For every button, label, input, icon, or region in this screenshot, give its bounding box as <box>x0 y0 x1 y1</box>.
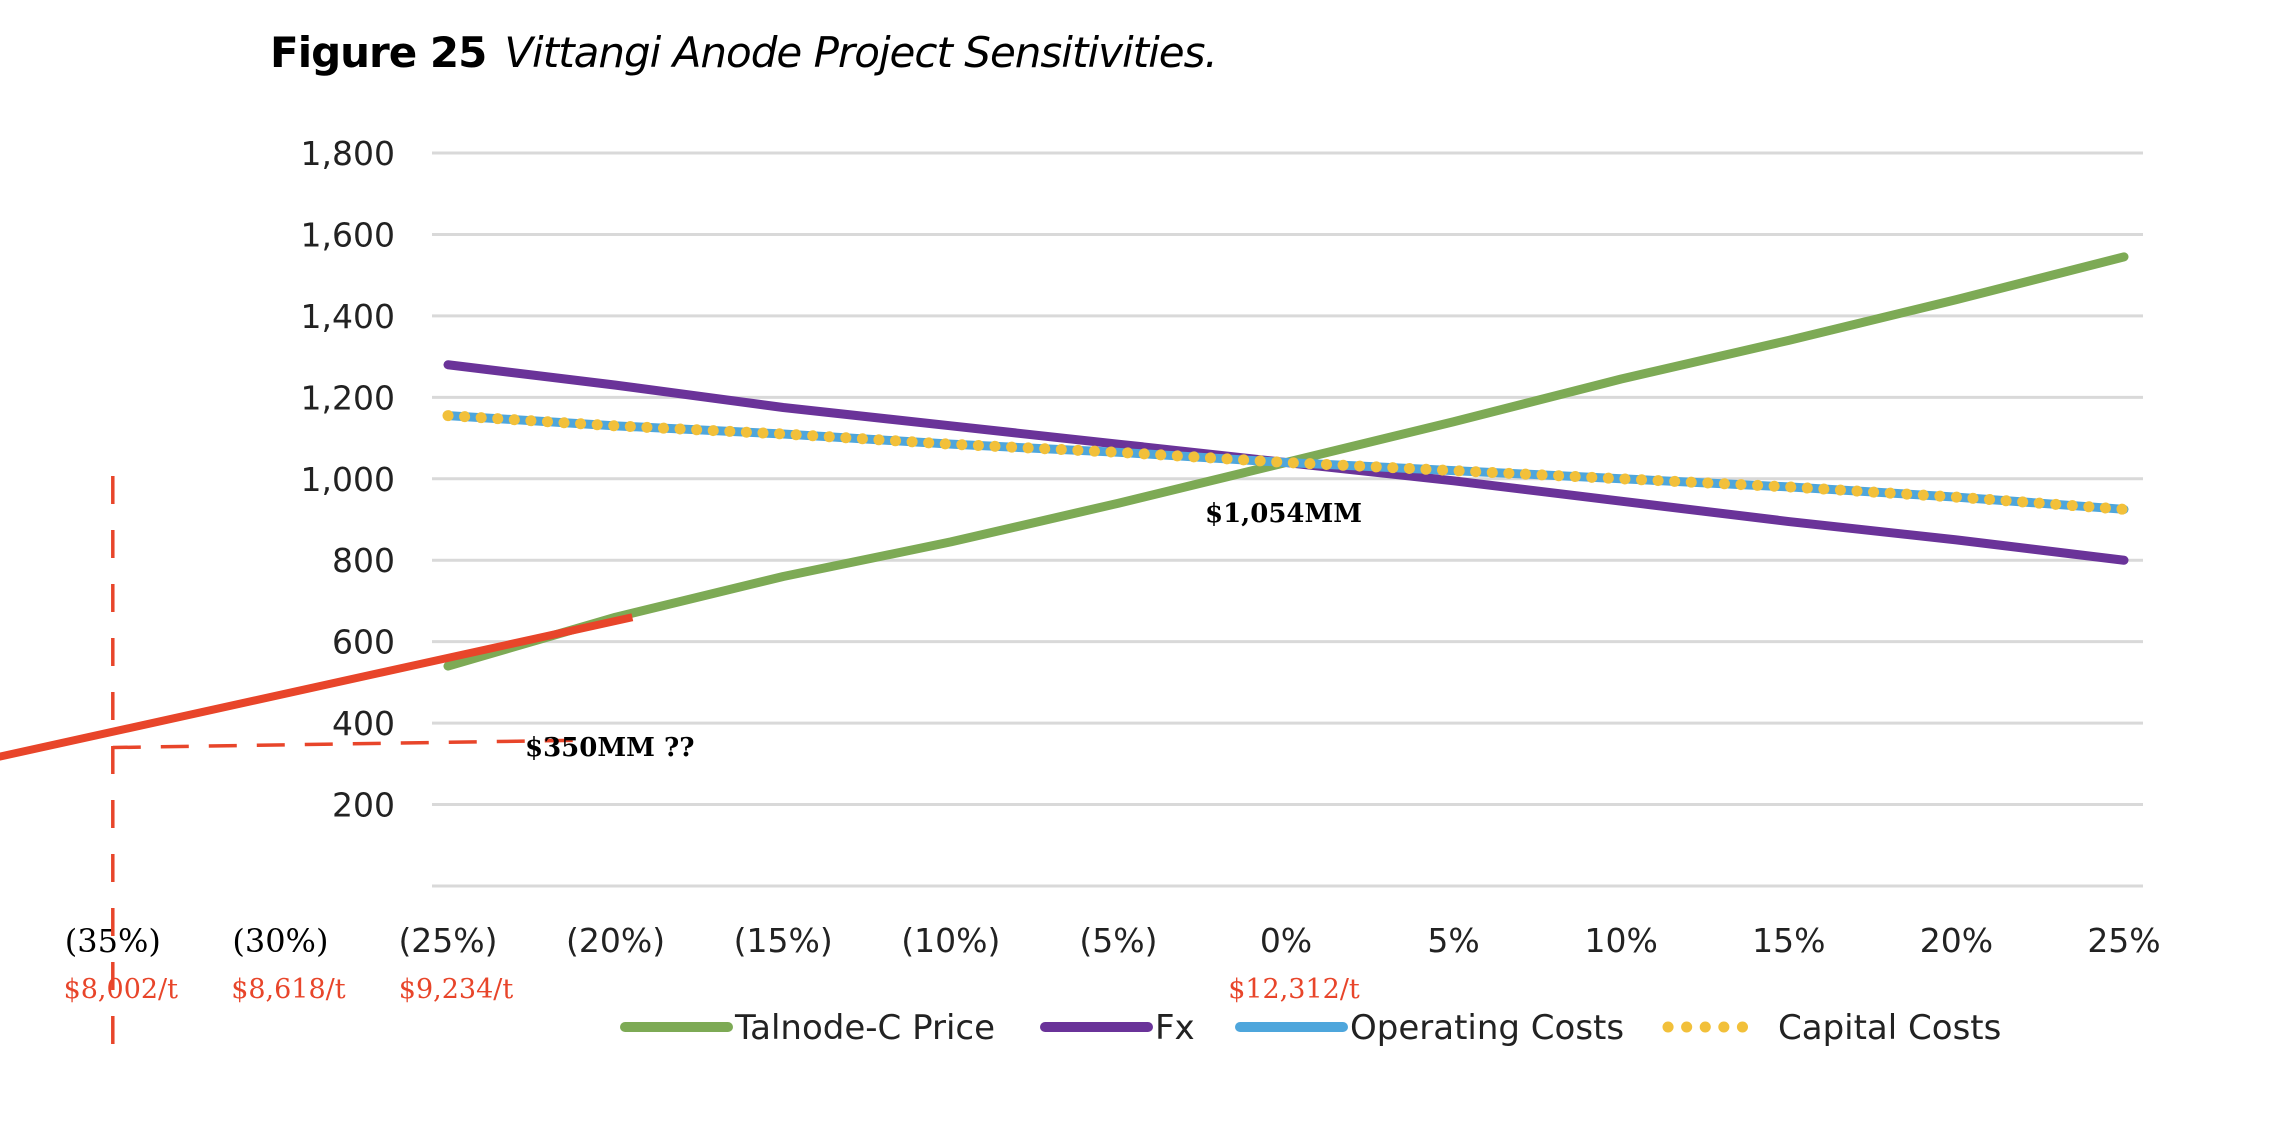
legend-label: Talnode-C Price <box>734 1008 995 1048</box>
x-tick-label: 0% <box>1260 921 1312 960</box>
legend-label: Operating Costs <box>1350 1008 1624 1048</box>
price-label: $9,234/t <box>399 974 514 1005</box>
x-tick-label: 5% <box>1427 921 1479 960</box>
price-label: $8,618/t <box>231 974 346 1005</box>
x-tick-label: (5%) <box>1079 921 1157 960</box>
figure-caption: Vittangi Anode Project Sensitivities. <box>504 28 1218 77</box>
figure-number: Figure 25 <box>270 28 487 77</box>
base-case-npv-label: $1,054MM <box>1205 499 1362 529</box>
x-tick-label: 20% <box>1920 921 1993 960</box>
threshold-label: $350MM ?? <box>525 733 694 763</box>
threshold-horizontal-dashed-line <box>112 738 583 750</box>
series-line-capital-costs <box>442 410 2130 515</box>
legend-label: Capital Costs <box>1778 1008 2001 1048</box>
y-tick-label: 1,800 <box>301 134 395 173</box>
y-tick-label: 200 <box>332 786 395 825</box>
x-tick-label: (30%) <box>232 922 328 960</box>
x-tick-label: (15%) <box>734 921 833 960</box>
legend-label: Fx <box>1155 1008 1195 1048</box>
extrapolation-line <box>0 613 634 761</box>
x-tick-label: 25% <box>2087 921 2160 960</box>
x-tick-label: (25%) <box>398 921 497 960</box>
x-tick-label: 10% <box>1585 921 1658 960</box>
figure-title: Figure 25 Vittangi Anode Project Sensitiv… <box>270 28 1218 77</box>
x-tick-label: 15% <box>1752 921 1825 960</box>
y-tick-label: 1,600 <box>301 215 395 254</box>
x-tick-label: (20%) <box>566 921 665 960</box>
price-label: $8,002/t <box>64 974 179 1005</box>
x-tick-label: (10%) <box>901 921 1000 960</box>
price-label: $12,312/t <box>1228 974 1360 1005</box>
y-tick-label: 1,200 <box>301 378 395 417</box>
y-tick-label: 800 <box>332 541 395 580</box>
y-tick-label: 600 <box>332 623 395 662</box>
y-tick-label: 400 <box>332 704 395 743</box>
y-tick-label: 1,400 <box>301 297 395 336</box>
y-tick-label: 1,000 <box>301 460 395 499</box>
